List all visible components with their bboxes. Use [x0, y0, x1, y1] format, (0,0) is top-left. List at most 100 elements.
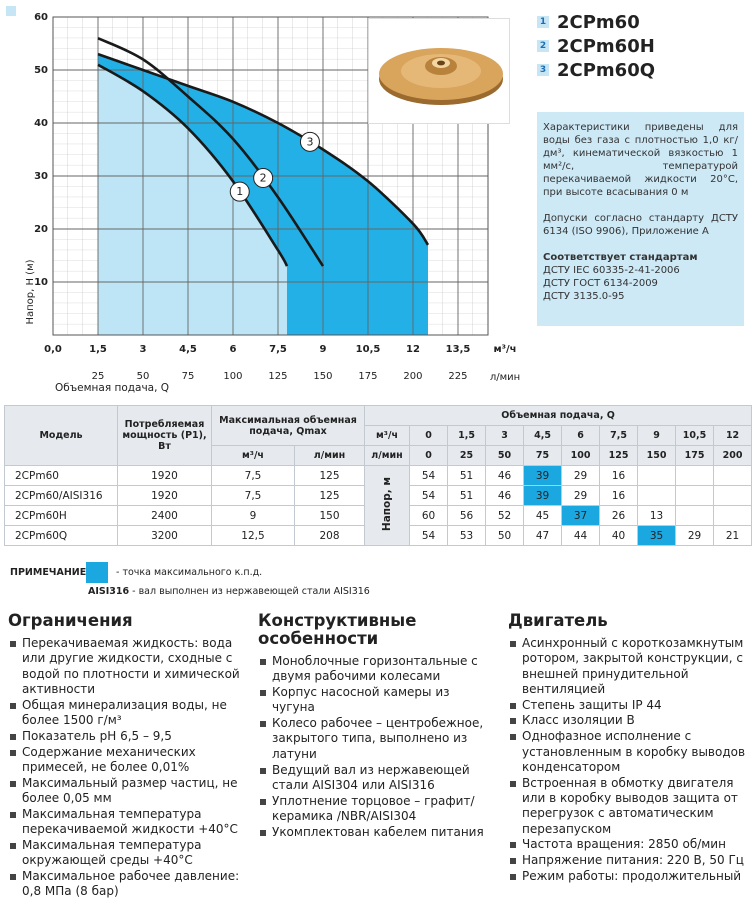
x2-tick-label: 50	[137, 371, 150, 382]
section-item: Максимальная температура окружающей сред…	[8, 838, 246, 869]
section-item: Содержание механических примесей, не бол…	[8, 745, 246, 776]
section-item: Максимальная температура перекачиваемой …	[8, 807, 246, 838]
head-cell: 46	[485, 465, 525, 486]
header-cell: Максимальная объемная подача, Qmax	[210, 405, 366, 446]
x2-tick-label: 175	[358, 371, 377, 382]
standard: ДСТУ ГОСТ 6134-2009	[543, 278, 658, 289]
x-tick-label: 12	[406, 344, 420, 355]
section-item: Однофазное исполнение с установленным в …	[508, 729, 746, 775]
legend-name: 2CPm60H	[557, 35, 655, 57]
standards-title: Соответствует стандартам	[543, 252, 698, 263]
section-item: Уплотнение торцовое – графит/керамика /N…	[258, 794, 490, 825]
standard: ДСТУ 3135.0-95	[543, 291, 625, 302]
section-item: Встроенная в обмотку двигателя или в кор…	[508, 776, 746, 837]
section-item: Максимальное рабочее давление: 0,8 МПа (…	[8, 869, 246, 900]
section-item: Перекачиваемая жидкость: вода или другие…	[8, 636, 246, 697]
note-text: - точка максимального к.п.д.	[116, 567, 263, 578]
curve	[97, 37, 325, 267]
model-cell: 2CPm60	[4, 465, 118, 486]
header-cell: 6	[561, 425, 601, 446]
legend-number: 1	[537, 16, 549, 28]
head-cell: 21	[713, 525, 753, 546]
qmax-cell: 7,5	[211, 485, 295, 506]
empty-cell	[637, 485, 677, 506]
header-cell: 175	[675, 445, 715, 466]
section-list: Асинхронный с короткозамкнутым ротором, …	[508, 636, 746, 884]
section-item: Моноблочные горизонтальные с двумя рабоч…	[258, 654, 490, 685]
power-cell: 1920	[117, 485, 212, 506]
header-cell: 100	[561, 445, 601, 466]
section-title: Ограничения	[8, 611, 133, 630]
section-item: Укомплектован кабелем питания	[258, 825, 490, 840]
head-label: Напор, м	[381, 476, 394, 532]
section-item: Показатель pH 6,5 – 9,5	[8, 729, 246, 744]
head-cell: 54	[409, 525, 449, 546]
curve-label: 3	[306, 135, 313, 148]
qmax-cell: 150	[293, 505, 366, 526]
x2-tick-label: 75	[182, 371, 195, 382]
x2-tick-label: 200	[403, 371, 422, 382]
qmax-cell: 9	[211, 505, 295, 526]
x-unit: м³/ч	[493, 344, 516, 355]
legend-name: 2CPm60	[557, 11, 640, 33]
y-tick-label: 20	[34, 224, 48, 235]
head-cell: 56	[447, 505, 487, 526]
power-cell: 2400	[117, 505, 212, 526]
x-tick-label: 9	[320, 344, 327, 355]
header-cell: 12	[713, 425, 753, 446]
y-tick-label: 30	[34, 171, 48, 182]
section-list: Моноблочные горизонтальные с двумя рабоч…	[258, 654, 490, 840]
header-cell: 50	[485, 445, 525, 466]
curve	[97, 52, 430, 246]
y-tick-label: 40	[34, 118, 48, 129]
model-cell: 2CPm60H	[4, 505, 118, 526]
legend: 1 2CPm60 2 2CPm60H 3 2CPm60Q	[537, 10, 655, 82]
section-title: Двигатель	[508, 611, 608, 630]
section: Двигатель Асинхронный с короткозамкнутым …	[508, 612, 746, 885]
head-cell: 29	[561, 485, 601, 506]
x-tick-label: 7,5	[269, 344, 287, 355]
header-cell: Потребляемая мощность (P1), Вт	[117, 405, 212, 466]
model-cell: 2CPm60Q	[4, 525, 118, 546]
head-cell: 45	[523, 505, 563, 526]
qmax-cell: 7,5	[211, 465, 295, 486]
impeller-bore	[437, 60, 445, 66]
empty-cell	[713, 465, 753, 486]
x2-tick-label: 225	[448, 371, 467, 382]
header-cell: 10,5	[675, 425, 715, 446]
legend-number: 2	[537, 40, 549, 52]
head-cell: 35	[637, 525, 677, 546]
y-tick-label: 60	[34, 12, 48, 23]
y-axis-label: Напор, H (м)	[25, 259, 36, 324]
legend-entry: 2 2CPm60H	[537, 34, 655, 58]
head-cell: 44	[561, 525, 601, 546]
plot-frame	[52, 16, 489, 336]
section-list: Перекачиваемая жидкость: вода или другие…	[8, 636, 246, 900]
head-cell: 37	[561, 505, 601, 526]
impeller-photo	[368, 18, 510, 124]
head-cell: 52	[485, 505, 525, 526]
head-cell: 26	[599, 505, 639, 526]
header-cell: Объемная подача, Q	[364, 405, 753, 426]
description-panel: Характеристики приведены для воды без га…	[537, 112, 744, 326]
y-tick-label: 10	[34, 277, 48, 288]
section-title: Конструктивные особенности	[258, 611, 417, 648]
area	[98, 64, 287, 335]
qmax-cell: 208	[293, 525, 366, 546]
curves: 1 2 3	[97, 37, 430, 267]
x-tick-label: 3	[140, 344, 147, 355]
y-tick-label: 50	[34, 65, 48, 76]
head-cell: 51	[447, 485, 487, 506]
section-item: Корпус насосной камеры из чугуна	[258, 685, 490, 716]
header-cell: Модель	[4, 405, 118, 466]
legend-entry: 3 2CPm60Q	[537, 58, 655, 82]
section-item: Ведущий вал из нержавеющей стали AISI304…	[258, 763, 490, 794]
note-term-text: - вал выполнен из нержавеющей стали AISI…	[132, 586, 370, 597]
section-item: Степень защиты IP 44	[508, 698, 746, 713]
x-tick-label: 6	[230, 344, 237, 355]
head-cell: 29	[561, 465, 601, 486]
head-cell: 39	[523, 465, 563, 486]
section-item: Колесо рабочее – центробежное, закрытого…	[258, 716, 490, 762]
impeller-drawing	[379, 48, 503, 105]
standard: ДСТУ IEC 60335-2-41-2006	[543, 265, 680, 276]
